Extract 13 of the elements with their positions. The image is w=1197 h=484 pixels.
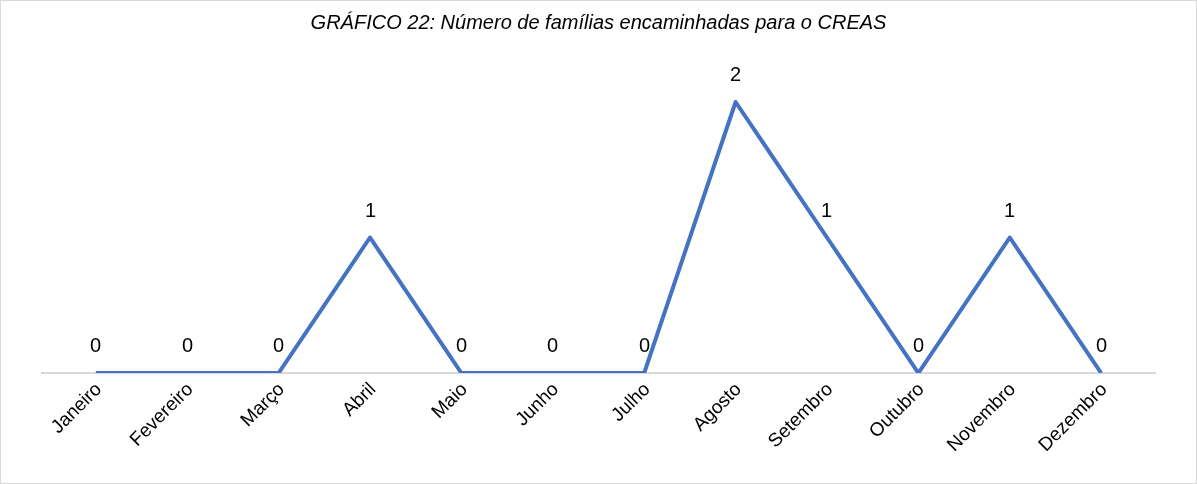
data-label: 2 bbox=[730, 63, 742, 85]
chart-title: GRÁFICO 22: Número de famílias encaminhadas para o CREAS bbox=[310, 11, 888, 34]
data-label: 1 bbox=[365, 199, 377, 221]
data-label: 0 bbox=[273, 334, 285, 356]
data-label: 0 bbox=[182, 334, 194, 356]
data-label: 0 bbox=[913, 334, 925, 356]
data-label: 1 bbox=[821, 199, 833, 221]
data-label: 1 bbox=[1004, 199, 1016, 221]
data-label: 0 bbox=[90, 334, 102, 356]
data-label: 0 bbox=[639, 334, 651, 356]
data-label: 0 bbox=[456, 334, 468, 356]
data-label: 0 bbox=[1096, 334, 1108, 356]
data-label: 0 bbox=[547, 334, 559, 356]
